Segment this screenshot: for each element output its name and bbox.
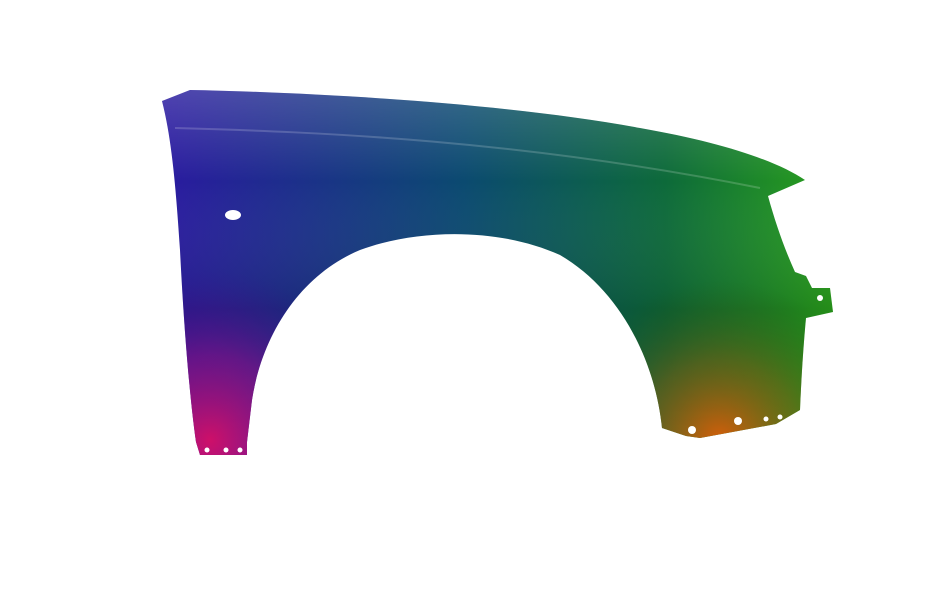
mount-hole [237, 447, 243, 453]
mount-hole [763, 416, 769, 422]
mount-hole [688, 426, 696, 434]
bracket-hole [817, 295, 823, 301]
mount-hole [223, 447, 229, 453]
fender-holes [204, 210, 823, 453]
mount-hole [204, 447, 210, 453]
side-marker-hole [225, 210, 241, 220]
fender-crease-line [174, 127, 761, 189]
mount-hole [734, 417, 742, 425]
mount-hole [777, 414, 783, 420]
fender-body [162, 90, 833, 455]
